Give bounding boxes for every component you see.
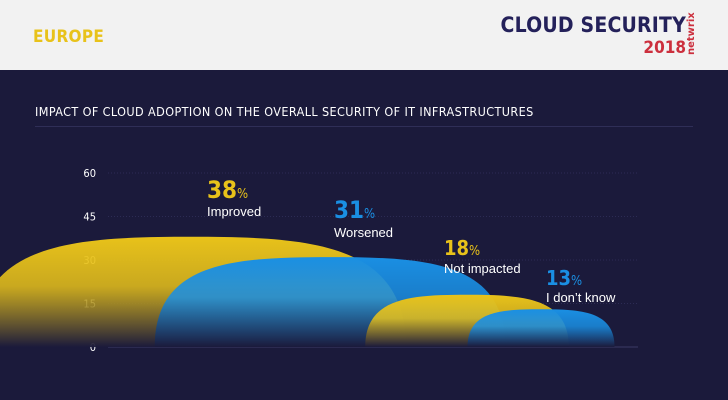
y-tick-label: 0 (90, 341, 96, 354)
brand-title: CLOUD SECURITY (500, 13, 686, 37)
data-label: 31% (334, 196, 375, 224)
brand-year: 2018 (643, 38, 686, 58)
region-label: EUROPE (33, 27, 105, 47)
dome-bar-i-don-t-know (467, 309, 615, 347)
data-label: 18% (444, 236, 480, 260)
y-tick-label: 60 (83, 167, 96, 180)
category-label: Not impacted (444, 261, 521, 276)
data-label: 13% (546, 266, 582, 290)
category-label: Improved (207, 204, 261, 219)
header-bar: EUROPE CLOUD SECURITY 2018 netwrix (0, 0, 728, 70)
category-label: I don’t know (546, 290, 616, 305)
y-tick-label: 45 (83, 211, 96, 224)
chart-title: IMPACT OF CLOUD ADOPTION ON THE OVERALL … (35, 104, 534, 119)
category-label: Worsened (334, 225, 393, 240)
data-label: 38% (207, 176, 248, 204)
title-divider (35, 126, 693, 127)
